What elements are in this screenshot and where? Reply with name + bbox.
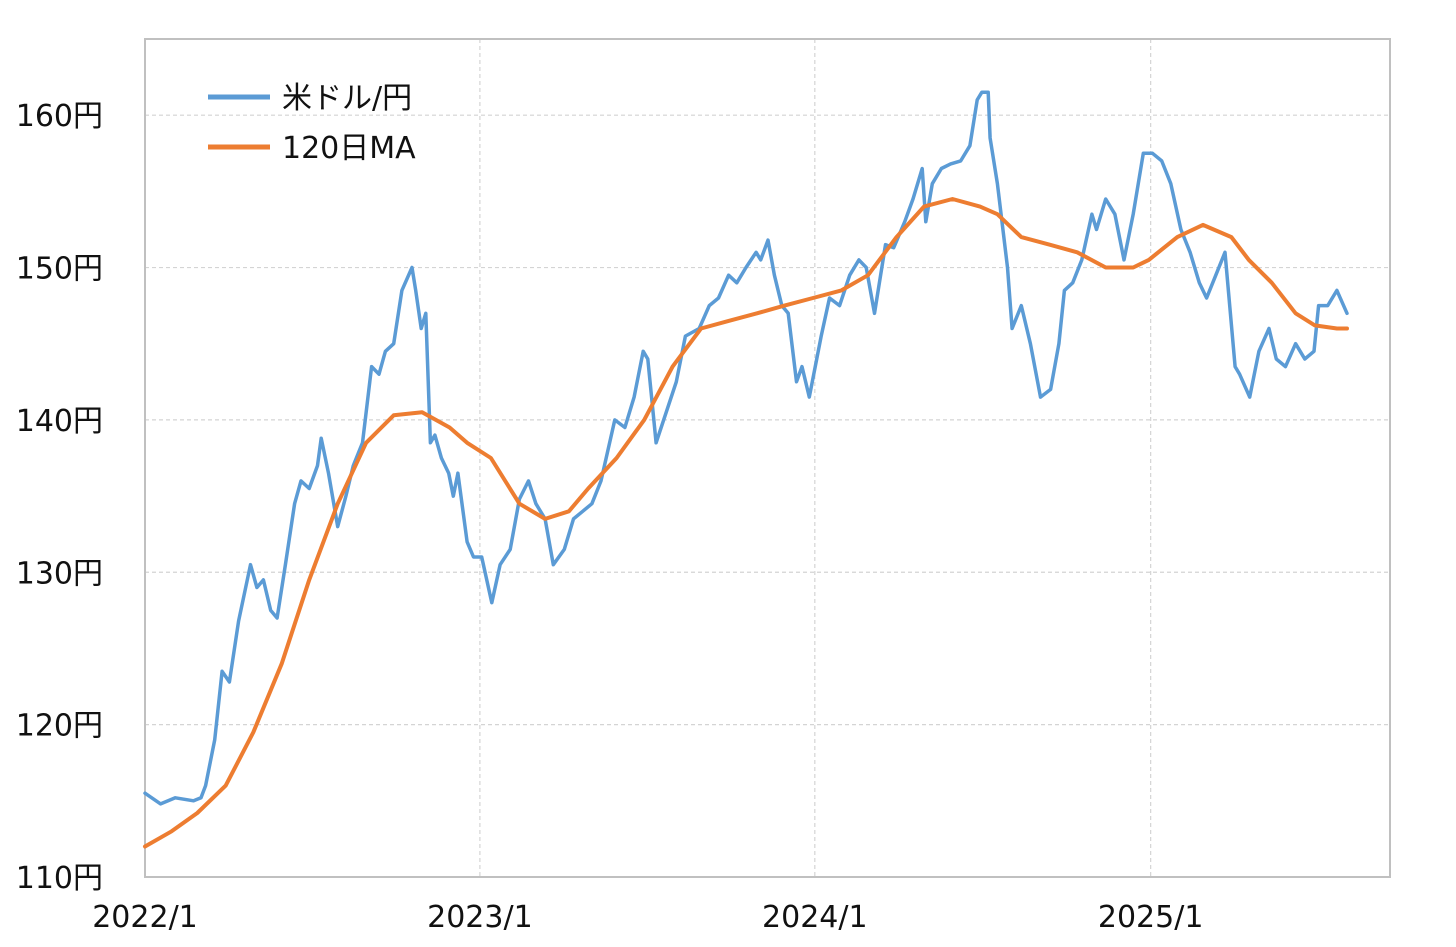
x-axis-tick-labels: 2022/1 2023/1 2024/1 2025/1 [92,900,1203,935]
y-tick-label: 130円 [16,556,103,591]
legend: 米ドル/円 120日MA [208,81,416,166]
x-tick-label: 2022/1 [92,900,198,935]
plot-area-border [144,38,1391,878]
x-tick-label: 2023/1 [427,900,533,935]
gridlines [145,39,1390,877]
series-layer [143,90,1349,849]
series-line-ma120 [143,197,1349,849]
x-tick-label: 2024/1 [762,900,868,935]
y-axis-tick-labels: 110円 120円 130円 140円 150円 160円 [16,99,103,896]
legend-label-ma120: 120日MA [282,131,416,166]
y-tick-label: 120円 [16,709,103,744]
y-tick-label: 160円 [16,99,103,134]
legend-label-usdjpy: 米ドル/円 [282,81,412,116]
y-tick-label: 110円 [16,861,103,896]
y-tick-label: 150円 [16,252,103,287]
y-tick-label: 140円 [16,404,103,439]
x-tick-label: 2025/1 [1098,900,1204,935]
